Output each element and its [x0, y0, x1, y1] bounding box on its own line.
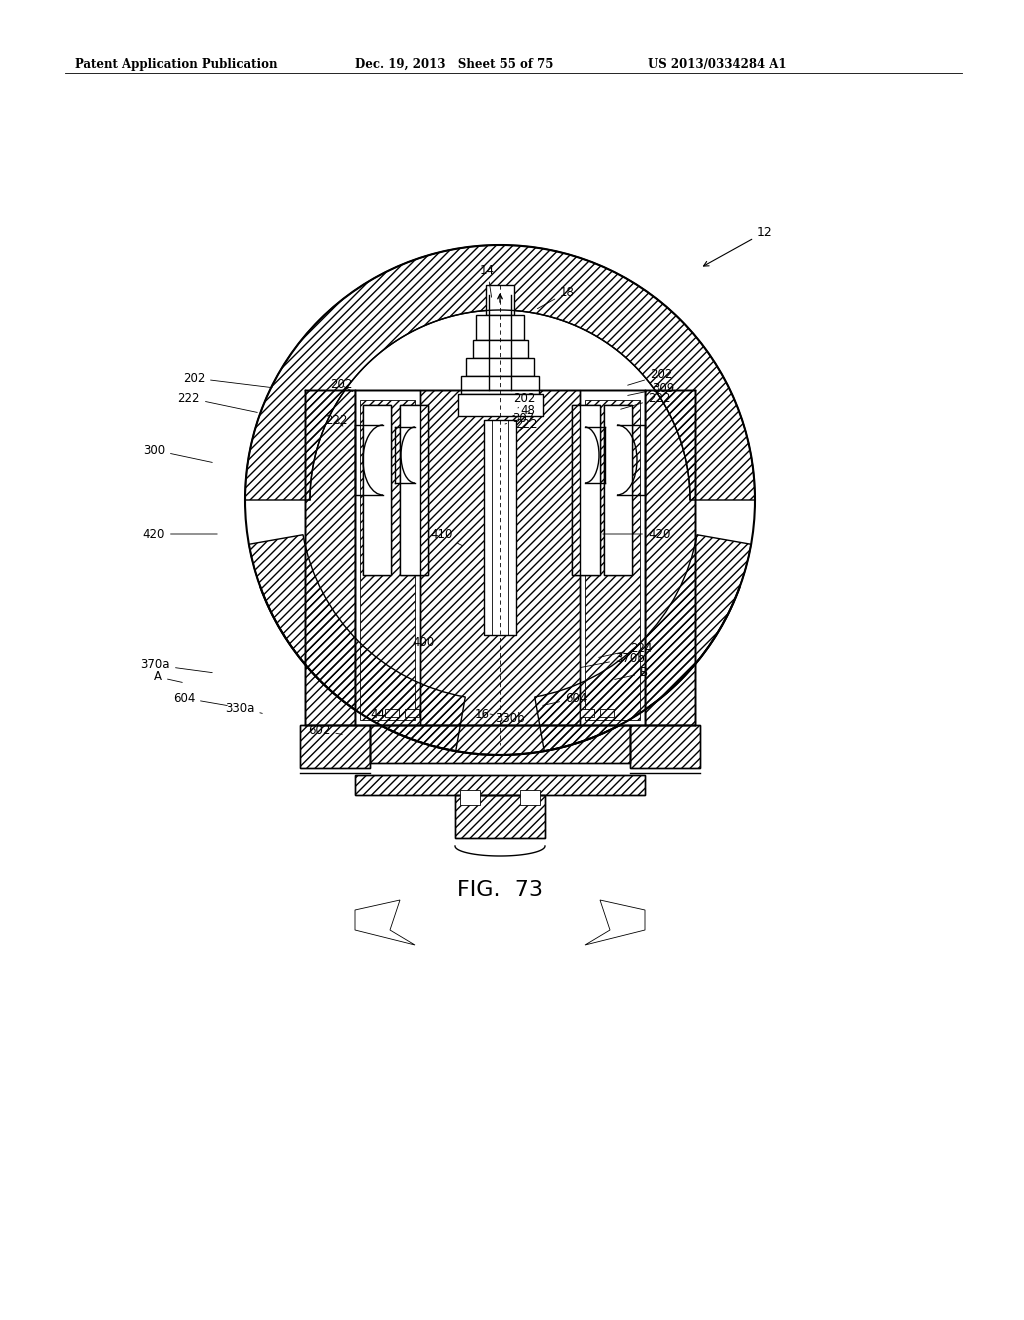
- Bar: [360, 400, 415, 719]
- Text: 202: 202: [513, 392, 535, 408]
- Text: 604: 604: [543, 692, 588, 705]
- Text: 202: 202: [628, 368, 673, 385]
- Text: 330b: 330b: [490, 711, 525, 725]
- Bar: [600, 709, 614, 717]
- Text: 222: 222: [515, 418, 538, 432]
- Bar: [370, 725, 630, 763]
- Polygon shape: [355, 900, 415, 945]
- Bar: [486, 285, 514, 315]
- Polygon shape: [585, 900, 645, 945]
- Bar: [400, 405, 428, 576]
- Bar: [406, 709, 419, 717]
- Text: 14: 14: [480, 264, 495, 297]
- Text: 16: 16: [472, 709, 490, 722]
- Bar: [455, 795, 545, 838]
- Bar: [400, 405, 428, 576]
- Bar: [460, 789, 480, 805]
- Bar: [355, 775, 645, 795]
- Text: 307: 307: [505, 412, 535, 425]
- Bar: [466, 358, 534, 376]
- Text: 44: 44: [370, 709, 390, 722]
- Text: 420: 420: [603, 528, 671, 540]
- Bar: [580, 389, 645, 725]
- Bar: [458, 393, 543, 416]
- Text: 410: 410: [430, 528, 463, 545]
- Bar: [385, 709, 399, 717]
- Text: 224: 224: [599, 642, 652, 657]
- Bar: [461, 376, 539, 393]
- Bar: [585, 400, 640, 719]
- Text: 420: 420: [142, 528, 217, 540]
- Text: 12: 12: [703, 226, 773, 267]
- Bar: [362, 405, 391, 576]
- Text: 300: 300: [143, 444, 212, 462]
- Text: 222: 222: [621, 392, 671, 409]
- Text: B: B: [614, 667, 648, 680]
- Bar: [572, 405, 600, 576]
- Bar: [305, 389, 355, 725]
- Bar: [370, 725, 630, 763]
- Bar: [484, 420, 516, 635]
- Text: FIG.  73: FIG. 73: [457, 880, 543, 900]
- Text: 370b: 370b: [581, 652, 645, 668]
- Bar: [645, 389, 695, 725]
- Bar: [355, 775, 645, 795]
- Text: 48: 48: [513, 404, 535, 417]
- Bar: [520, 789, 540, 805]
- Text: 222: 222: [177, 392, 257, 412]
- Text: 602: 602: [308, 723, 342, 737]
- Bar: [473, 341, 528, 358]
- Bar: [455, 795, 545, 838]
- Bar: [355, 389, 420, 725]
- Bar: [572, 405, 600, 576]
- Bar: [476, 315, 524, 341]
- Text: 202: 202: [330, 379, 352, 392]
- Text: A: A: [154, 671, 182, 684]
- Bar: [630, 725, 700, 768]
- Text: 222: 222: [325, 413, 347, 426]
- Bar: [604, 405, 632, 576]
- Bar: [604, 405, 632, 576]
- Text: Dec. 19, 2013   Sheet 55 of 75: Dec. 19, 2013 Sheet 55 of 75: [355, 58, 553, 71]
- Text: 400: 400: [412, 635, 440, 649]
- Bar: [300, 725, 370, 768]
- Bar: [630, 725, 700, 768]
- Text: Patent Application Publication: Patent Application Publication: [75, 58, 278, 71]
- Text: 604: 604: [173, 692, 227, 705]
- Text: US 2013/0334284 A1: US 2013/0334284 A1: [648, 58, 786, 71]
- Text: 370a: 370a: [140, 659, 212, 673]
- Text: 202: 202: [182, 371, 272, 388]
- Bar: [580, 709, 594, 717]
- Bar: [420, 389, 580, 725]
- Bar: [300, 725, 370, 768]
- Bar: [362, 405, 391, 576]
- Text: 330a: 330a: [225, 701, 262, 714]
- Text: 18: 18: [538, 285, 574, 309]
- Text: 309: 309: [628, 381, 674, 396]
